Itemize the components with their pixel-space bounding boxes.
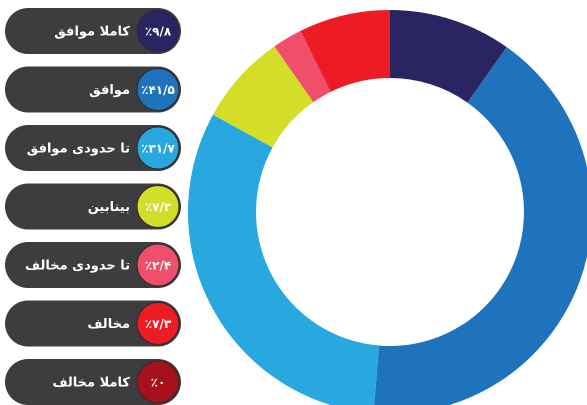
legend-value: ٪۴۱/۵ xyxy=(141,83,175,97)
donut-slice xyxy=(274,30,331,103)
legend-value: ٪۳۱/۷ xyxy=(141,142,175,156)
legend-label: تا حدودی موافق xyxy=(27,142,130,157)
legend-pill xyxy=(5,66,181,113)
legend-value: ٪۹/۸ xyxy=(145,25,172,39)
legend-label: بینابین xyxy=(88,200,130,215)
legend-label: تا حدودی مخالف xyxy=(25,259,130,274)
legend-pill xyxy=(5,300,181,347)
legend-pill xyxy=(5,359,181,405)
legend-value: ٪۷/۳ xyxy=(145,317,172,331)
donut-slice xyxy=(188,114,380,405)
legend-swatch xyxy=(136,9,180,53)
legend-swatch xyxy=(136,68,180,111)
legend-pill xyxy=(5,125,181,171)
legend-value: ٪۷/۳ xyxy=(145,200,172,214)
legend-swatch xyxy=(136,243,180,287)
donut-slice xyxy=(212,46,314,148)
legend-pill xyxy=(5,242,181,288)
legend-swatch xyxy=(136,185,180,228)
legend-pill xyxy=(5,183,181,230)
legend-value: ٪۰ xyxy=(151,376,166,390)
donut-slice xyxy=(390,10,507,103)
legend-swatch xyxy=(136,126,180,170)
legend-label: کاملا مخالف xyxy=(52,376,130,391)
legend-label: موافق xyxy=(89,83,130,98)
legend-pill xyxy=(5,8,181,54)
legend-swatch xyxy=(136,360,180,404)
donut-slice xyxy=(300,10,390,92)
legend-label: مخالف xyxy=(87,317,130,332)
legend-value: ٪۲/۴ xyxy=(145,259,171,273)
legend-swatch xyxy=(136,302,180,345)
legend-label: کاملا موافق xyxy=(54,25,130,40)
donut-slice xyxy=(374,47,587,405)
